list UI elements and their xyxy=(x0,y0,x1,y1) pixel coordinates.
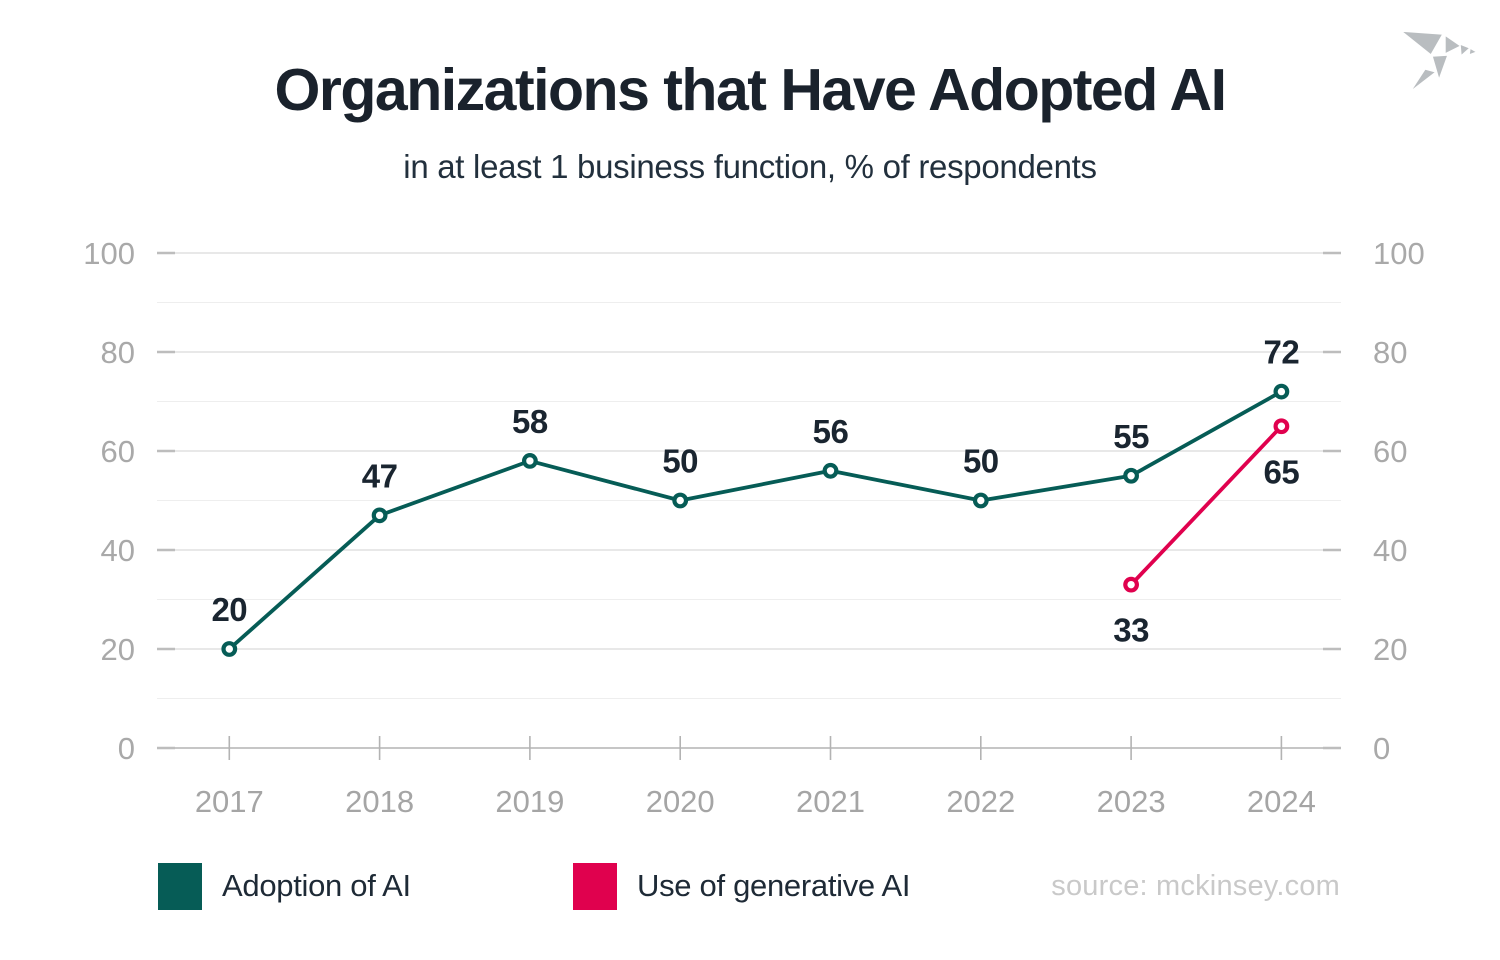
y-axis-label-left: 100 xyxy=(83,236,135,271)
data-label-adoption-of-ai: 55 xyxy=(1113,418,1149,455)
y-axis-label-right: 0 xyxy=(1373,731,1390,766)
page-subtitle: in at least 1 business function, % of re… xyxy=(403,148,1097,185)
data-label-use-of-generative-ai: 33 xyxy=(1113,612,1149,649)
y-axis-label-right: 60 xyxy=(1373,434,1407,469)
legend-item-adoption-of-ai: Adoption of AI xyxy=(158,862,411,910)
x-axis-label: 2018 xyxy=(345,784,414,819)
data-label-use-of-generative-ai: 65 xyxy=(1264,453,1300,490)
y-axis-label-right: 40 xyxy=(1373,533,1407,568)
y-axis-label-left: 0 xyxy=(118,731,135,766)
data-label-adoption-of-ai: 20 xyxy=(211,591,247,628)
data-point-adoption-of-ai xyxy=(221,641,238,657)
x-axis-label: 2024 xyxy=(1247,784,1316,819)
series-line-use-of-generative-ai xyxy=(1129,424,1284,587)
data-label-adoption-of-ai: 47 xyxy=(362,457,398,494)
data-point-adoption-of-ai xyxy=(672,492,689,509)
source-credit: source: mckinsey.com xyxy=(1051,870,1340,902)
data-label-adoption-of-ai: 50 xyxy=(963,443,999,480)
legend-swatch-use-of-generative-ai xyxy=(573,862,617,910)
bird-wing xyxy=(1400,30,1444,56)
legend: Adoption of AI Use of generative AI xyxy=(0,862,1500,912)
data-point-adoption-of-ai xyxy=(1273,383,1290,400)
bird-beak xyxy=(1468,47,1478,56)
x-axis-label: 2023 xyxy=(1097,784,1166,819)
bird-head xyxy=(1459,43,1471,57)
y-axis-label-left: 20 xyxy=(101,632,135,667)
legend-swatch-adoption-of-ai xyxy=(158,862,202,910)
legend-item-use-of-generative-ai: Use of generative AI xyxy=(573,862,910,910)
data-point-adoption-of-ai xyxy=(1123,467,1139,484)
legend-label-use-of-generative-ai: Use of generative AI xyxy=(637,868,911,903)
bird-body xyxy=(1431,54,1449,81)
y-axis-label-right: 80 xyxy=(1373,335,1407,370)
data-point-use-of-generative-ai xyxy=(1123,576,1139,593)
legend-label-adoption-of-ai: Adoption of AI xyxy=(222,868,411,903)
y-axis-label-left: 80 xyxy=(101,335,135,370)
data-point-adoption-of-ai xyxy=(522,453,538,469)
data-point-adoption-of-ai xyxy=(371,507,388,524)
data-label-adoption-of-ai: 72 xyxy=(1264,334,1300,371)
origami-bird-icon xyxy=(1392,22,1480,104)
data-label-adoption-of-ai: 50 xyxy=(662,443,698,480)
page-title: Organizations that Have Adopted AI xyxy=(274,57,1228,123)
data-point-adoption-of-ai xyxy=(822,462,839,479)
series-line-adoption-of-ai xyxy=(227,389,1284,651)
y-axis-label-left: 60 xyxy=(101,434,135,469)
y-axis-label-right: 100 xyxy=(1373,236,1425,271)
x-axis-label: 2022 xyxy=(946,784,1015,819)
y-axis-label-left: 40 xyxy=(101,533,135,568)
data-label-adoption-of-ai: 58 xyxy=(512,403,548,440)
data-label-adoption-of-ai: 56 xyxy=(813,413,849,450)
x-axis-label: 2021 xyxy=(796,784,865,819)
x-axis-label: 2017 xyxy=(195,784,264,819)
y-axis-label-right: 20 xyxy=(1373,632,1407,667)
x-axis-label: 2020 xyxy=(646,784,715,819)
x-axis-label: 2019 xyxy=(495,784,564,819)
bird-neck xyxy=(1444,34,1462,55)
bird-tail xyxy=(1409,68,1437,93)
data-point-adoption-of-ai xyxy=(972,492,989,509)
data-point-use-of-generative-ai xyxy=(1273,418,1290,435)
